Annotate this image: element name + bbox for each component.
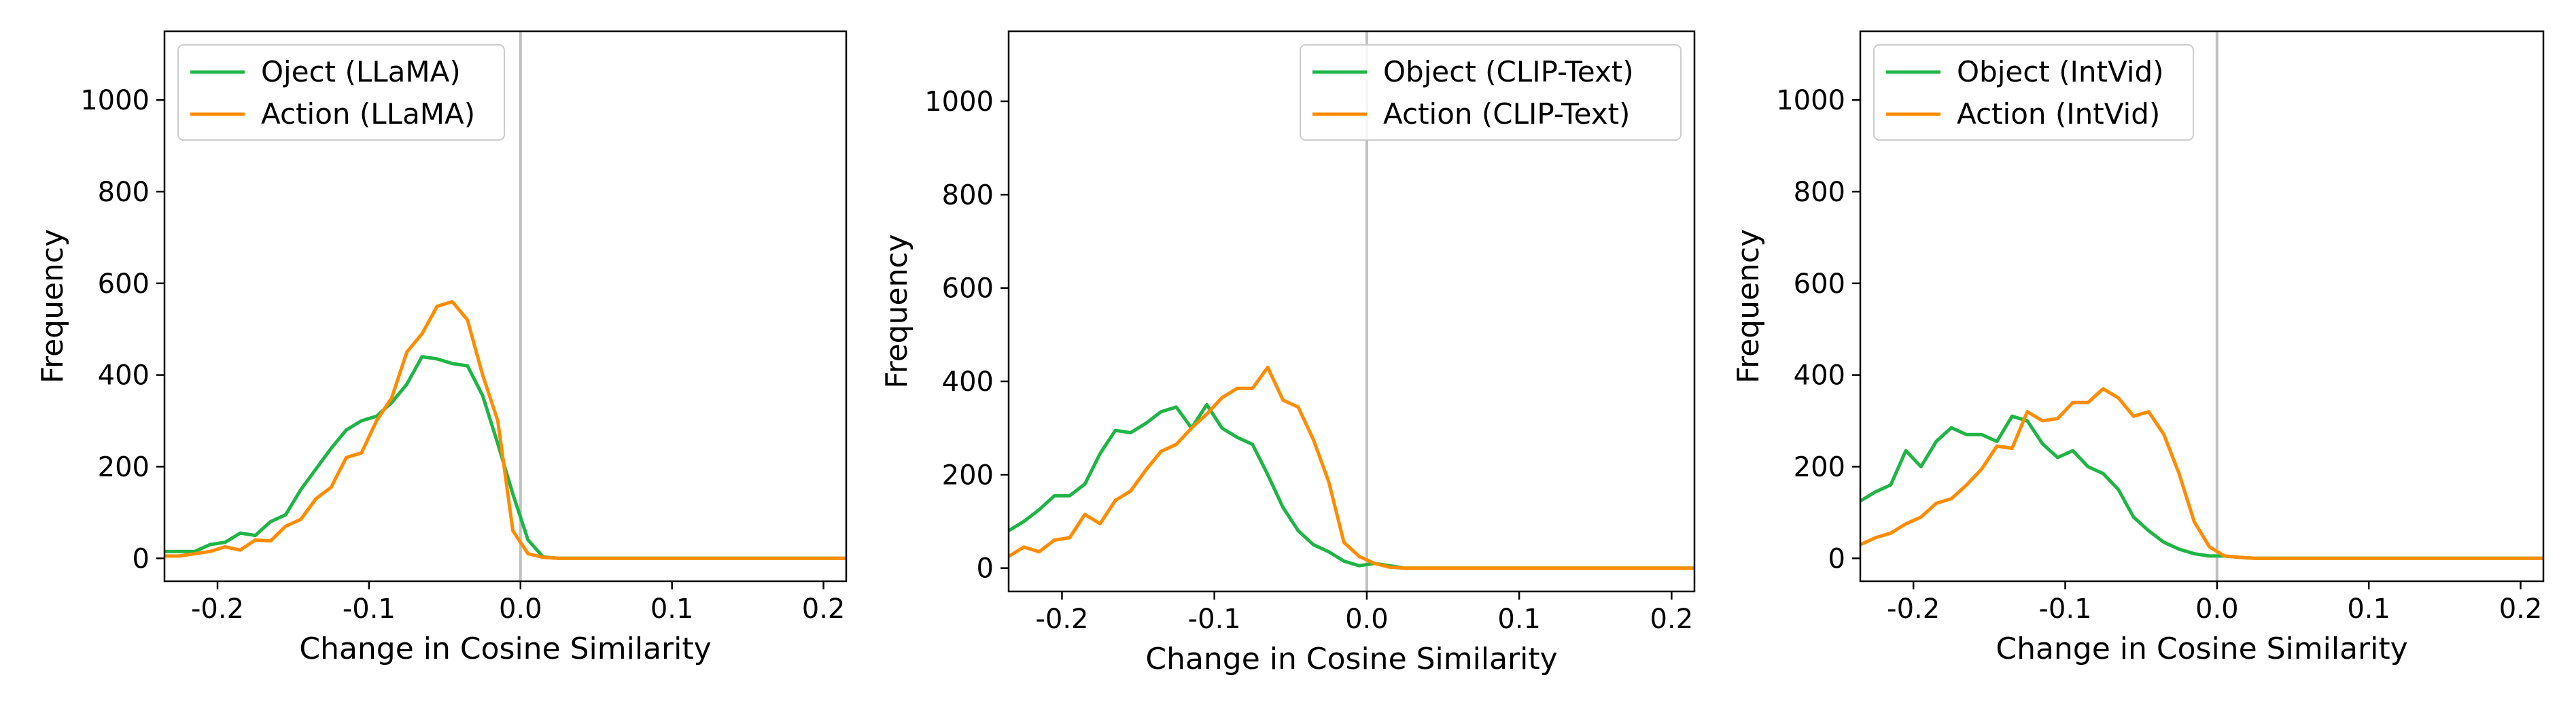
axes-frame <box>1859 30 2545 583</box>
x-tick-label: -0.1 <box>1188 604 1241 635</box>
x-tick-label: 0.1 <box>1497 604 1541 635</box>
y-tick-label: 0 <box>133 543 150 574</box>
legend-label: Action (IntVid) <box>1957 97 2160 131</box>
chart-panel-1: -0.2 -0.1 0.0 0.1 0.2 0 200 400 600 800 1000 Change… <box>35 30 848 666</box>
series-line-object <box>1009 402 1694 570</box>
x-tick-label: -0.1 <box>2038 593 2091 625</box>
chart-panel-3: -0.2 -0.1 0.0 0.1 0.2 0 200 400 600 800 1000 Change… <box>1731 30 2545 666</box>
y-tick-label: 1000 <box>1776 85 1845 116</box>
y-axis-label: Frequency <box>880 234 914 388</box>
legend-label: Action (LLaMA) <box>261 97 475 131</box>
x-tick-label: 0.0 <box>2195 593 2239 625</box>
axes-frame <box>1007 30 1696 593</box>
x-axis-label: Change in Cosine Similarity <box>1145 642 1557 676</box>
y-tick-label: 200 <box>942 460 994 491</box>
legend: Object (CLIP-Text) Action (CLIP-Text) <box>1300 44 1682 141</box>
series-line-action <box>1009 365 1694 570</box>
legend-label: Object (CLIP-Text) <box>1383 55 1634 88</box>
y-tick-label: 600 <box>98 269 150 300</box>
y-tick-label: 400 <box>942 366 994 398</box>
x-axis-label: Change in Cosine Similarity <box>299 632 711 666</box>
y-tick-label: 400 <box>98 360 150 392</box>
y-tick-label: 1000 <box>80 85 150 116</box>
axes-frame <box>163 30 848 583</box>
y-tick-label: 800 <box>98 177 150 208</box>
legend: Oject (LLaMA) Action (LLaMA) <box>177 44 505 141</box>
y-tick-label: 600 <box>1794 269 1845 300</box>
series-line-object <box>164 355 846 560</box>
y-tick-label: 400 <box>1794 360 1845 392</box>
y-tick-label: 1000 <box>924 86 994 118</box>
x-tick-label: -0.2 <box>1887 593 1940 625</box>
y-tick-label: 200 <box>98 451 150 483</box>
x-tick-label: 0.0 <box>499 593 542 625</box>
y-tick-label: 0 <box>1828 543 1845 574</box>
legend: Object (IntVid) Action (IntVid) <box>1873 44 2194 141</box>
x-tick-label: 0.2 <box>802 593 846 625</box>
x-tick-label: 0.2 <box>2499 593 2543 625</box>
y-axis-label: Frequency <box>35 229 70 383</box>
y-tick-label: 800 <box>1794 177 1845 208</box>
x-tick-label: -0.2 <box>191 593 244 625</box>
legend-box <box>177 44 505 141</box>
legend-label: Oject (LLaMA) <box>261 55 461 88</box>
x-tick-label: 0.0 <box>1345 604 1389 635</box>
x-tick-label: 0.1 <box>2347 593 2390 625</box>
chart-panel-2: -0.2 -0.1 0.0 0.1 0.2 0 200 400 600 800 1000 Change… <box>880 30 1696 676</box>
legend-label: Action (CLIP-Text) <box>1383 97 1630 131</box>
series-line-action <box>1860 387 2543 560</box>
x-axis-label: Change in Cosine Similarity <box>1996 632 2407 666</box>
legend-box <box>1300 44 1682 141</box>
y-tick-label: 0 <box>977 553 994 585</box>
x-tick-label: 0.2 <box>1650 604 1694 635</box>
legend-label: Object (IntVid) <box>1957 55 2164 88</box>
x-tick-label: 0.1 <box>650 593 694 625</box>
y-axis-label: Frequency <box>1731 229 1766 383</box>
x-tick-label: -0.1 <box>343 593 396 625</box>
legend-box <box>1873 44 2194 141</box>
y-tick-label: 600 <box>942 273 994 305</box>
x-tick-label: -0.2 <box>1035 604 1088 635</box>
y-tick-label: 800 <box>942 179 994 211</box>
y-tick-label: 200 <box>1794 451 1845 483</box>
series-line-action <box>164 300 846 560</box>
